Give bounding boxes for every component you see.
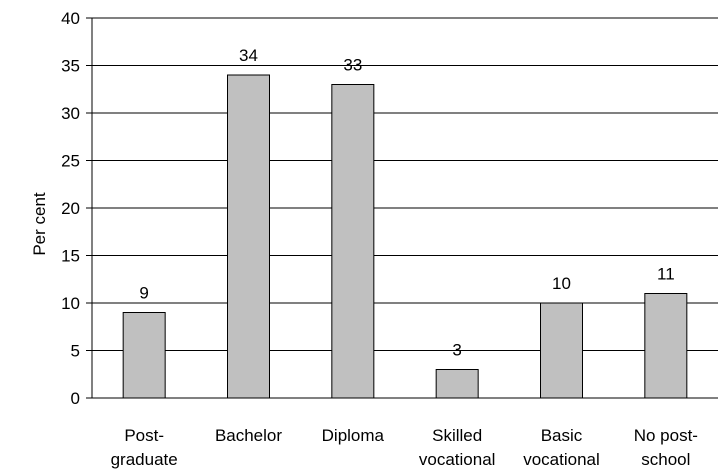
bar — [331, 84, 375, 399]
data-label: 33 — [343, 56, 362, 75]
data-label: 9 — [139, 284, 148, 303]
y-tick-label: 35 — [61, 57, 80, 76]
y-tick-label: 5 — [71, 342, 80, 361]
y-tick-label: 0 — [71, 389, 80, 408]
y-tick-label: 30 — [61, 104, 80, 123]
y-tick-label: 20 — [61, 199, 80, 218]
bar — [435, 369, 479, 399]
x-category-label: Diploma — [322, 426, 385, 445]
bar — [540, 302, 583, 399]
x-category-label: Bachelor — [215, 426, 282, 445]
data-label: 3 — [452, 341, 461, 360]
y-tick-label: 25 — [61, 152, 80, 171]
y-tick-label: 15 — [61, 247, 80, 266]
y-tick-label: 40 — [61, 9, 80, 28]
bars — [122, 74, 688, 399]
x-category-label: Post-graduate — [111, 426, 178, 469]
axes — [86, 17, 718, 399]
x-category-label: No post-school — [634, 426, 698, 469]
x-category-label: Skilled vocational — [419, 426, 496, 469]
bar — [122, 312, 166, 399]
y-tick-label: 10 — [61, 294, 80, 313]
y-tick-labels: 0 5 10 15 20 25 30 35 40 — [61, 9, 80, 408]
data-label: 10 — [552, 274, 571, 293]
x-category-label: Basic vocational — [523, 426, 600, 469]
y-axis-title: Per cent — [30, 192, 49, 256]
gridlines — [92, 17, 718, 351]
category-labels: Post-graduate Bachelor Diploma Skilled vocat… — [111, 426, 698, 469]
bar — [644, 293, 688, 399]
data-label: 11 — [657, 265, 675, 284]
bar — [227, 74, 270, 399]
data-label: 34 — [239, 46, 258, 65]
